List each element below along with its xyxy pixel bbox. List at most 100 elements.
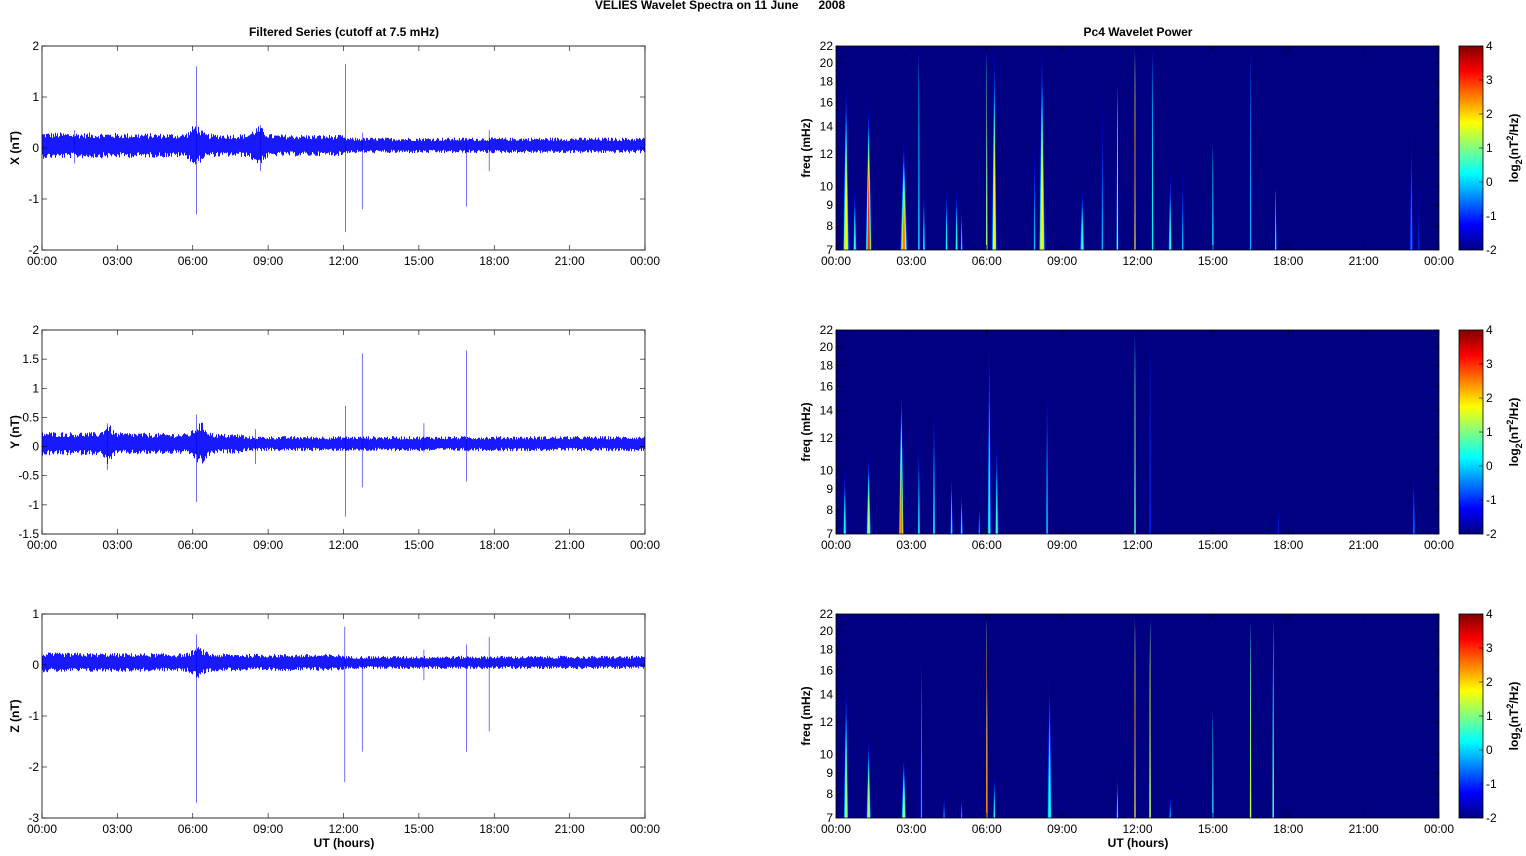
label-part: /Hz) [1507, 114, 1521, 136]
x-tick-label: 15:00 [404, 254, 434, 268]
panel-z-power: 00:00 03:00 06:00 09:00 12:00 15:00 18:00 21:00… [799, 607, 1524, 836]
y-tick-label: 8 [826, 503, 833, 517]
x-tick-label: 21:00 [1349, 538, 1379, 552]
y-tick-label: 18 [820, 643, 834, 657]
burst-mark [902, 194, 906, 250]
x-tick-label: 00:00 [27, 538, 57, 552]
colorbar-tick-label: 2 [1486, 107, 1493, 121]
bursts [843, 614, 1275, 818]
x-tick-label: 00:00 [630, 538, 660, 552]
burst-mark [956, 218, 958, 250]
label-part: (nT [1507, 424, 1521, 443]
superscript: 2 [1505, 136, 1515, 141]
y-tick-label: 20 [820, 56, 834, 70]
x-tick-label: 15:00 [404, 822, 434, 836]
label-part: /Hz) [1507, 682, 1521, 704]
subscript: 2 [1514, 159, 1524, 164]
label-part: (nT [1507, 708, 1521, 727]
burst-mark [921, 667, 922, 818]
colorbar-tick-label: -1 [1486, 209, 1497, 223]
colorbar-tick-label: 4 [1486, 323, 1493, 337]
y-tick-label: 7 [826, 527, 833, 541]
burst-mark [902, 786, 905, 818]
x-tick-label: 09:00 [253, 538, 283, 552]
subscript: 2 [1514, 443, 1524, 448]
colorbar-tick-label: -1 [1486, 777, 1497, 791]
panel-y: 00:00 03:00 06:00 09:00 12:00 15:00 18:00 21:00… [8, 323, 660, 552]
colorbar: 4 3 2 1 0 -1 -2 log2(nT2/Hz) [1458, 323, 1524, 541]
x-tick-label: 15:00 [1198, 822, 1228, 836]
burst-mark [1134, 624, 1136, 818]
burst-mark [1134, 340, 1136, 534]
burst-mark [1418, 218, 1420, 250]
burst-mark [923, 218, 925, 250]
y-tick-label: 8 [826, 787, 833, 801]
x-tick-label: 18:00 [479, 822, 509, 836]
y-tick-label: 9 [826, 482, 833, 496]
y-tick-label: 1 [32, 381, 39, 395]
y-tick-label: -2 [28, 243, 39, 257]
y-tick-label: 14 [820, 120, 834, 134]
y-tick-label: 7 [826, 243, 833, 257]
x-tick-label: 09:00 [1047, 254, 1077, 268]
burst-mark [854, 218, 856, 250]
panel-x-power: 00:00 03:00 06:00 09:00 12:00 15:00 18:00 21:00… [799, 39, 1524, 268]
y-tick-label: -0.5 [18, 469, 39, 483]
burst-mark [1034, 194, 1035, 250]
spectrogram-background [836, 614, 1439, 818]
y-tick-label: 12 [820, 147, 834, 161]
burst-mark [1413, 502, 1415, 534]
x-tick-label: 00:00 [821, 822, 851, 836]
subscript: 2 [1514, 727, 1524, 732]
xlabel-left: UT (hours) [314, 836, 375, 850]
bursts [842, 330, 1416, 534]
burst-mark [1149, 624, 1151, 818]
burst-mark [1040, 148, 1044, 250]
burst-mark [946, 218, 947, 250]
burst-mark [961, 227, 962, 250]
y-tick-label: 20 [820, 340, 834, 354]
superscript: 2 [1505, 704, 1515, 709]
trace-line [42, 422, 645, 464]
colorbar-tick-label: 4 [1486, 39, 1493, 53]
y-axis-label: Y (nT) [8, 415, 22, 449]
burst-mark [1277, 511, 1279, 534]
burst-mark [1046, 454, 1048, 534]
y-tick-label: -1.5 [18, 527, 39, 541]
y-tick-label: 10 [820, 747, 834, 761]
colorbar-tick-label: -2 [1486, 243, 1497, 257]
x-tick-label: 06:00 [178, 254, 208, 268]
burst-mark [1134, 56, 1136, 250]
x-tick-label: 00:00 [630, 254, 660, 268]
x-tick-label: 00:00 [27, 822, 57, 836]
burst-mark [1250, 56, 1251, 250]
trace-line [42, 126, 645, 165]
x-tick-label: 03:00 [896, 254, 926, 268]
y-tick-label: -2 [28, 760, 39, 774]
x-tick-label: 15:00 [1198, 254, 1228, 268]
burst-mark [918, 56, 920, 250]
spectrogram-background [836, 46, 1439, 250]
burst-mark [1117, 90, 1118, 250]
colorbar-tick-label: 0 [1486, 459, 1493, 473]
y-tick-label: 0.5 [22, 410, 39, 424]
y-tick-label: 16 [820, 664, 834, 678]
x-tick-label: 06:00 [178, 538, 208, 552]
y-tick-label: 14 [820, 688, 834, 702]
y-tick-label: -1 [28, 192, 39, 206]
colorbar-tick-label: 3 [1486, 357, 1493, 371]
x-tick-label: 15:00 [1198, 538, 1228, 552]
y-tick-label: 8 [826, 219, 833, 233]
burst-mark [1212, 713, 1214, 818]
x-tick-label: 18:00 [1273, 538, 1303, 552]
y-tick-label: -3 [28, 811, 39, 825]
x-tick-label: 03:00 [102, 822, 132, 836]
colorbar-tick-label: 1 [1486, 709, 1493, 723]
x-tick-label: 12:00 [1122, 822, 1152, 836]
y-tick-label: 7 [826, 811, 833, 825]
burst-mark [1081, 218, 1084, 250]
x-tick-label: 12:00 [328, 538, 358, 552]
burst-mark [1048, 744, 1051, 818]
burst-mark [993, 795, 995, 818]
